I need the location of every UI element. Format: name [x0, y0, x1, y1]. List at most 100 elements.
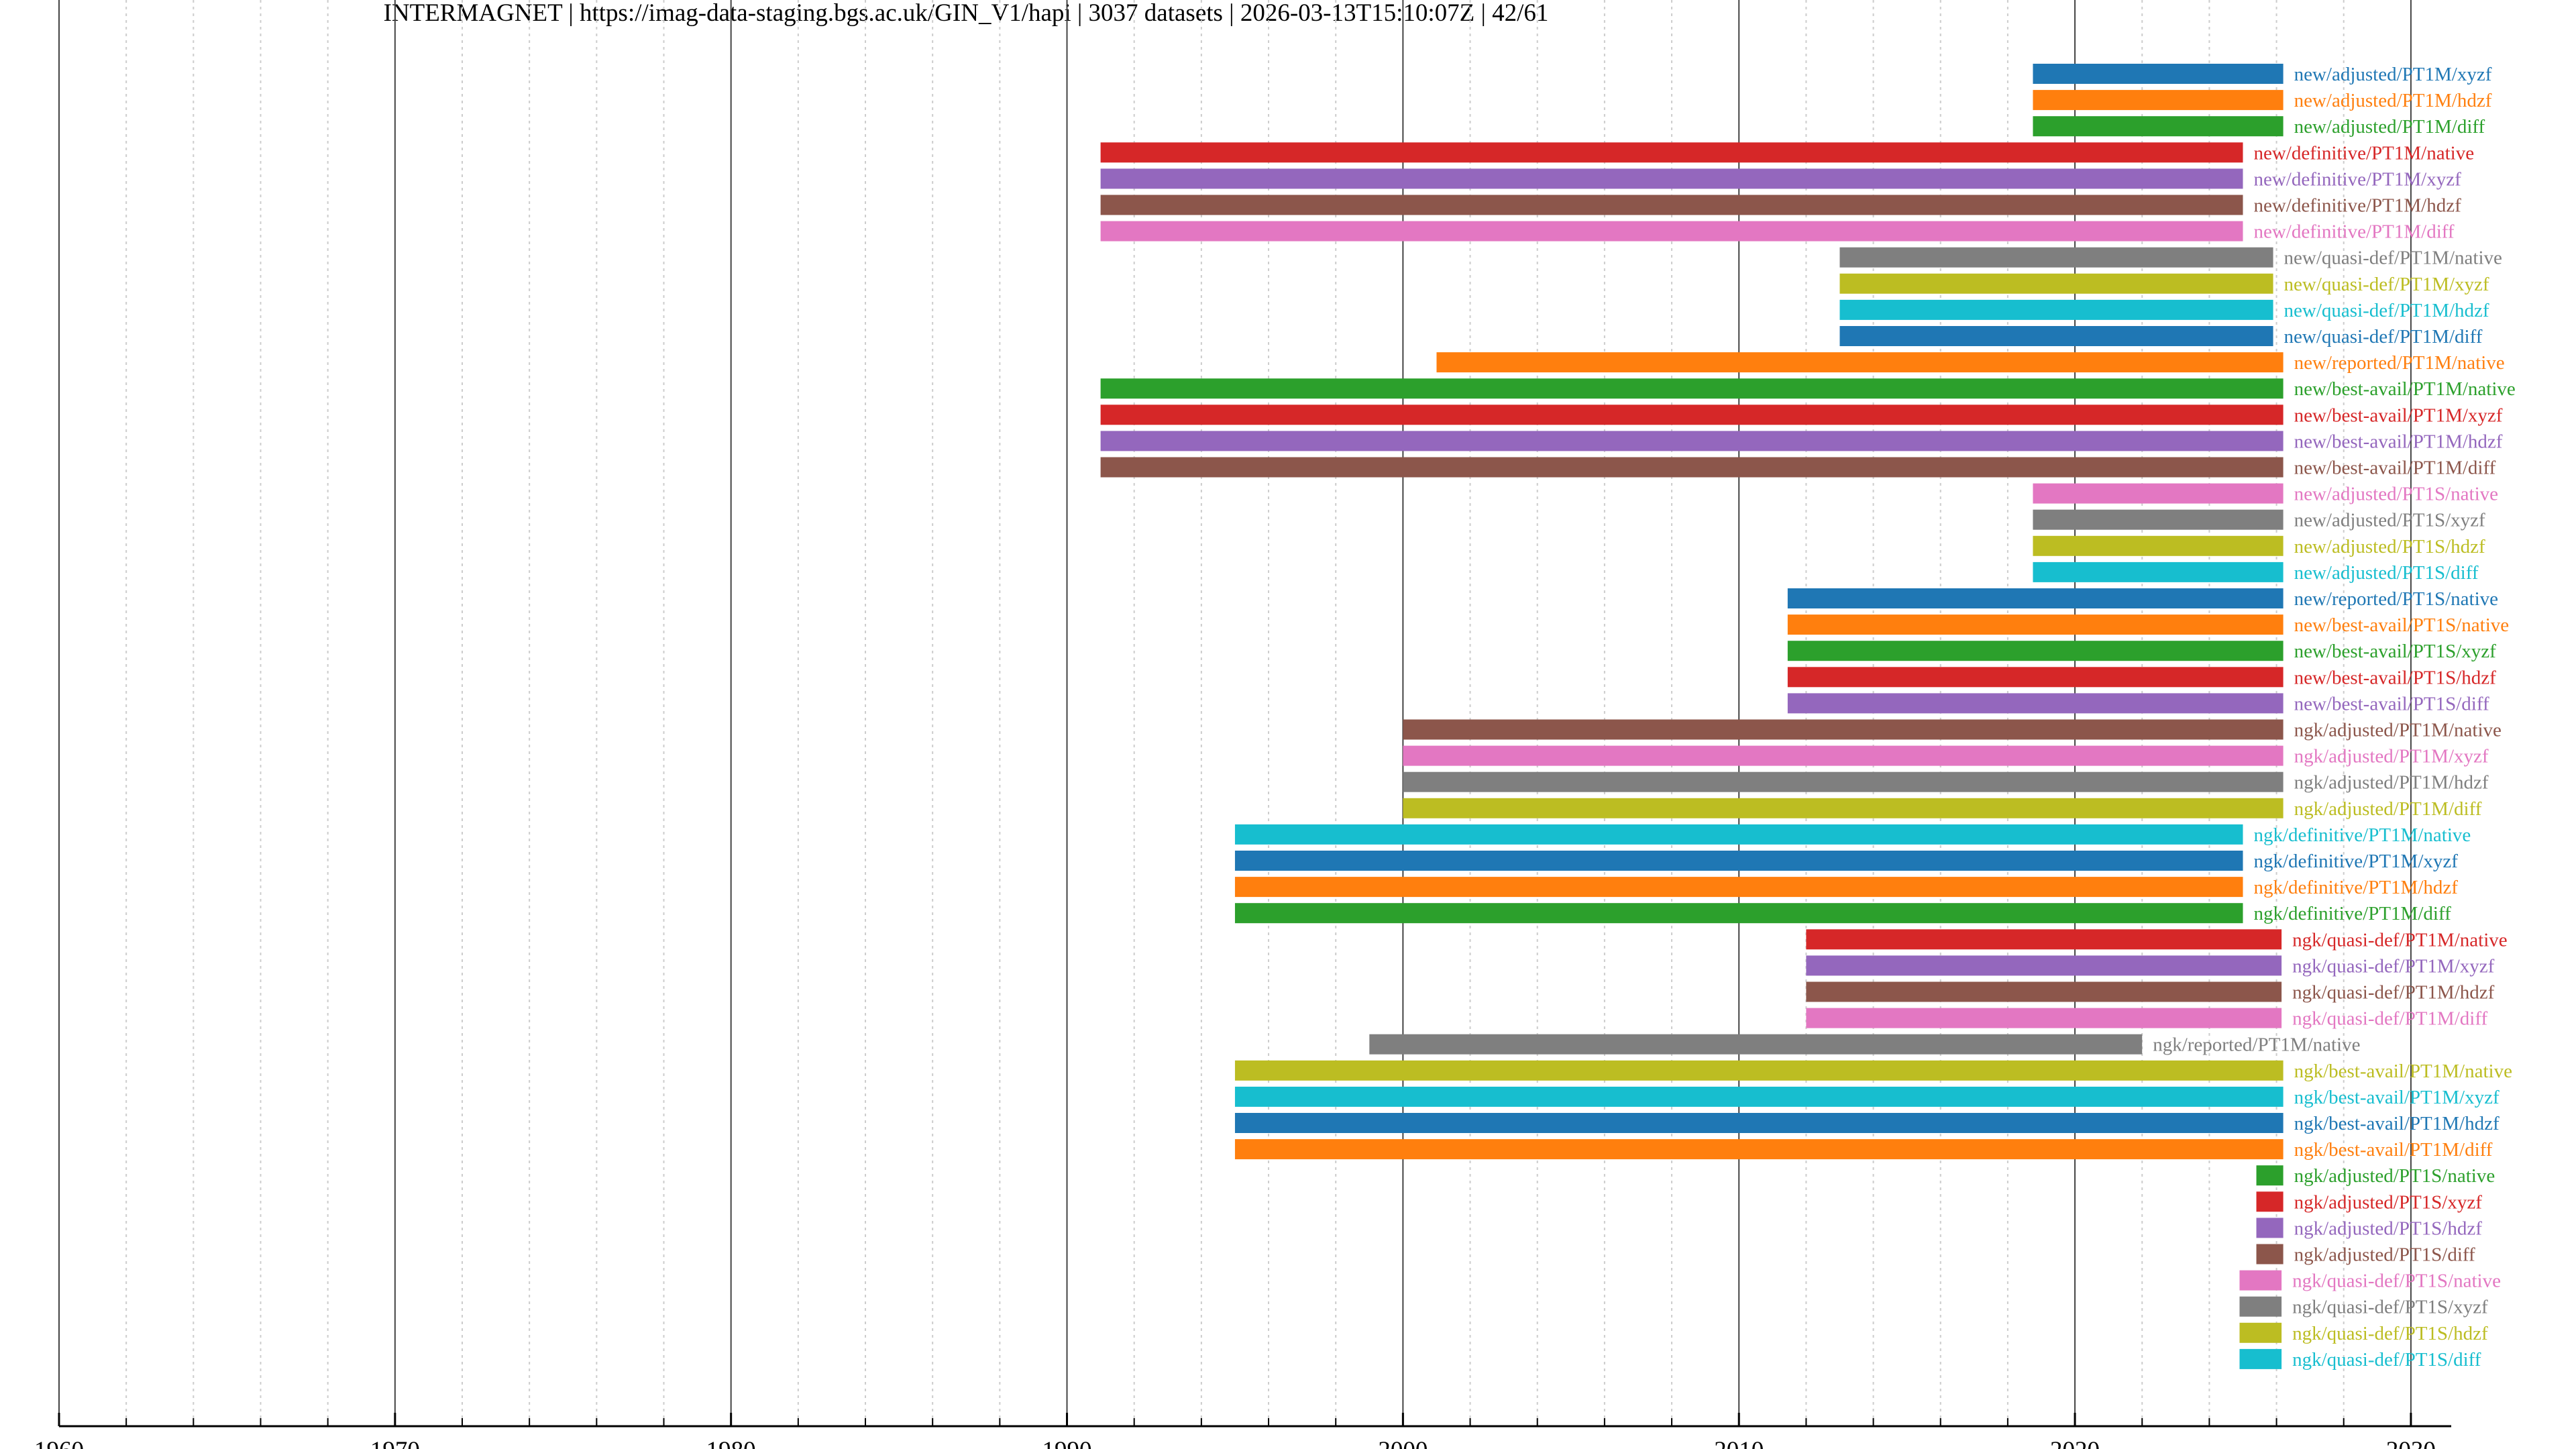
x-tick-label: 2000 — [1378, 1437, 1428, 1449]
dataset-bar — [1403, 719, 2284, 740]
dataset-bar — [2239, 1322, 2282, 1343]
dataset-bar — [2239, 1270, 2282, 1291]
dataset-label: new/best-avail/PT1M/native — [2294, 378, 2516, 400]
dataset-bar — [1369, 1034, 2143, 1055]
dataset-label: ngk/adjusted/PT1S/xyzf — [2294, 1191, 2483, 1213]
dataset-label: new/adjusted/PT1S/xyzf — [2294, 510, 2485, 531]
dataset-label: new/definitive/PT1M/hdzf — [2253, 195, 2461, 217]
x-tick-label: 1970 — [370, 1437, 420, 1449]
dataset-label: ngk/adjusted/PT1M/diff — [2294, 798, 2482, 820]
dataset-label: ngk/adjusted/PT1M/xyzf — [2294, 746, 2489, 767]
dataset-label: ngk/definitive/PT1M/xyzf — [2253, 851, 2458, 872]
dataset-label: new/adjusted/PT1M/hdzf — [2294, 90, 2492, 111]
x-tick-label: 2010 — [1714, 1437, 1764, 1449]
dataset-label: new/adjusted/PT1M/xyzf — [2294, 64, 2492, 85]
dataset-label: ngk/adjusted/PT1S/native — [2294, 1165, 2496, 1187]
dataset-label: new/best-avail/PT1S/hdzf — [2294, 667, 2497, 688]
dataset-label: new/adjusted/PT1M/diff — [2294, 116, 2485, 138]
dataset-bar — [2033, 116, 2284, 137]
dataset-bar — [2256, 1244, 2284, 1265]
dataset-label: new/quasi-def/PT1M/hdzf — [2284, 300, 2489, 321]
dataset-label: new/best-avail/PT1S/native — [2294, 614, 2510, 636]
dataset-bar — [1839, 299, 2273, 320]
dataset-label: new/quasi-def/PT1M/xyzf — [2284, 274, 2489, 295]
dataset-bar — [1403, 745, 2284, 766]
dataset-bar — [2033, 535, 2284, 556]
dataset-label: ngk/definitive/PT1M/diff — [2253, 903, 2451, 924]
dataset-bar — [1100, 142, 2243, 163]
x-tick-label: 1990 — [1042, 1437, 1092, 1449]
dataset-label: ngk/quasi-def/PT1M/hdzf — [2292, 982, 2495, 1004]
dataset-label: ngk/adjusted/PT1M/hdzf — [2294, 772, 2489, 794]
dataset-label: new/best-avail/PT1S/diff — [2294, 693, 2489, 714]
dataset-label: ngk/best-avail/PT1M/hdzf — [2294, 1113, 2500, 1134]
dataset-bar — [2256, 1165, 2284, 1186]
dataset-label: new/quasi-def/PT1M/diff — [2284, 326, 2483, 347]
dataset-label: ngk/quasi-def/PT1S/diff — [2292, 1349, 2481, 1371]
dataset-bar — [1806, 955, 2282, 976]
dataset-bar — [1787, 693, 2284, 714]
dataset-bar — [1234, 851, 2243, 871]
dataset-bar — [1100, 431, 2284, 451]
dataset-label: ngk/definitive/PT1M/hdzf — [2253, 877, 2458, 898]
dataset-bar — [1839, 247, 2273, 268]
dataset-label: new/best-avail/PT1M/xyzf — [2294, 405, 2503, 426]
dataset-bar — [1100, 221, 2243, 241]
dataset-bar — [2239, 1296, 2282, 1317]
dataset-bar — [1806, 929, 2282, 950]
x-tick-label: 1960 — [34, 1437, 84, 1449]
dataset-label: new/best-avail/PT1M/diff — [2294, 458, 2496, 479]
dataset-label: ngk/definitive/PT1M/native — [2253, 824, 2471, 846]
dataset-bar — [1839, 273, 2273, 294]
x-axis: 1960 1970 1980 1990 2000 2010 2020 2030 — [34, 1413, 2451, 1449]
dataset-bar — [1234, 1139, 2284, 1160]
dataset-bar — [1100, 378, 2284, 399]
dataset-bar — [2033, 64, 2284, 84]
dataset-label: new/reported/PT1S/native — [2294, 588, 2498, 610]
dataset-label: ngk/quasi-def/PT1S/xyzf — [2292, 1297, 2488, 1318]
x-tick-label: 2020 — [2050, 1437, 2100, 1449]
dataset-bar — [1100, 457, 2284, 478]
dataset-bar — [2033, 509, 2284, 530]
dataset-label: ngk/quasi-def/PT1S/native — [2292, 1271, 2501, 1292]
dataset-bars — [1100, 64, 2284, 1369]
dataset-bar — [1100, 195, 2243, 215]
dataset-bar — [2256, 1191, 2284, 1212]
dataset-bar — [1234, 824, 2243, 845]
dataset-label: new/adjusted/PT1S/hdzf — [2294, 536, 2485, 557]
dataset-bar — [1234, 877, 2243, 898]
dataset-label: ngk/quasi-def/PT1M/diff — [2292, 1008, 2487, 1030]
major-gridlines — [58, 0, 2412, 1426]
dataset-bar — [1806, 1008, 2282, 1028]
dataset-label: ngk/adjusted/PT1S/diff — [2294, 1244, 2475, 1266]
dataset-label: ngk/quasi-def/PT1M/native — [2292, 929, 2508, 951]
dataset-label: new/quasi-def/PT1M/native — [2284, 248, 2502, 269]
dataset-label: new/definitive/PT1M/native — [2253, 142, 2474, 164]
dataset-label: new/reported/PT1M/native — [2294, 352, 2505, 374]
dataset-bar — [1806, 981, 2282, 1002]
x-tick-label: 1980 — [706, 1437, 756, 1449]
dataset-bar — [2033, 90, 2284, 111]
dataset-bar — [1403, 771, 2284, 792]
dataset-bar — [2033, 483, 2284, 504]
dataset-label: new/definitive/PT1M/xyzf — [2253, 168, 2461, 190]
dataset-label: ngk/quasi-def/PT1S/hdzf — [2292, 1323, 2488, 1344]
dataset-label: new/best-avail/PT1M/hdzf — [2294, 431, 2503, 452]
dataset-bar — [1436, 352, 2284, 373]
dataset-label: new/definitive/PT1M/diff — [2253, 221, 2454, 243]
dataset-bar — [2239, 1348, 2282, 1369]
dataset-label: new/adjusted/PT1S/native — [2294, 484, 2498, 505]
dataset-bar — [1839, 326, 2273, 346]
dataset-label: ngk/best-avail/PT1M/diff — [2294, 1139, 2493, 1161]
dataset-label: ngk/adjusted/PT1S/hdzf — [2294, 1218, 2483, 1239]
dataset-bar — [1234, 903, 2243, 924]
dataset-label: ngk/reported/PT1M/native — [2153, 1034, 2360, 1056]
dataset-bar — [1403, 798, 2284, 818]
dataset-bar — [1234, 1113, 2284, 1133]
dataset-labels: new/adjusted/PT1M/xyzf new/adjusted/PT1M/… — [2153, 64, 2516, 1371]
chart-title: INTERMAGNET | https://imag-data-staging.… — [383, 0, 1549, 27]
dataset-label: new/adjusted/PT1S/diff — [2294, 562, 2479, 584]
x-tick-label: 2030 — [2386, 1437, 2436, 1449]
dataset-label: ngk/best-avail/PT1M/native — [2294, 1061, 2512, 1082]
